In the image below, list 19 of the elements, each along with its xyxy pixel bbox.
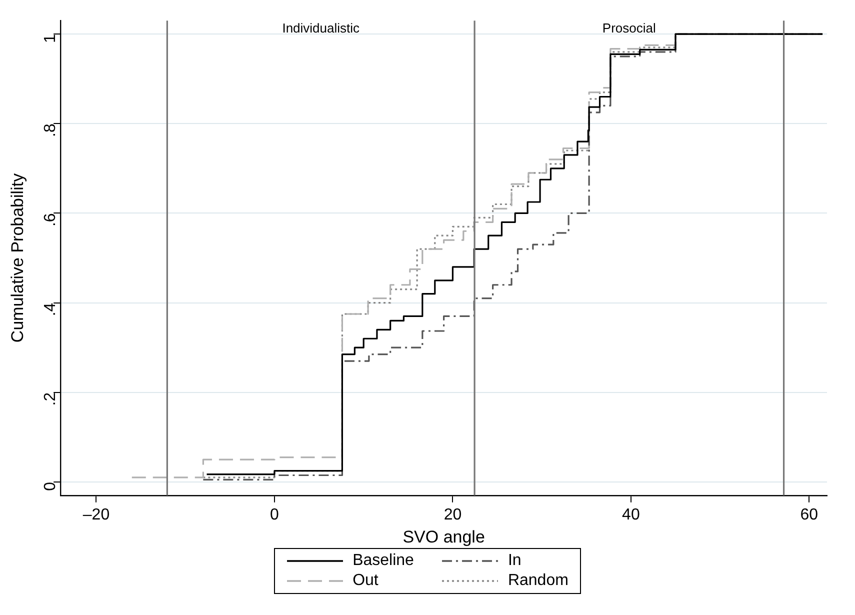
y-tick-label: .6 xyxy=(42,213,60,227)
y-tick-label: 0 xyxy=(42,482,60,491)
y-tick-label: .4 xyxy=(42,302,60,316)
legend-label: Random xyxy=(508,572,568,590)
x-tick-label: 60 xyxy=(800,506,818,524)
y-axis-title: Cumulative Probability xyxy=(8,172,27,343)
x-tick-label: –20 xyxy=(82,506,110,524)
x-tick-label: 20 xyxy=(444,506,462,524)
y-tick-label: .8 xyxy=(42,124,60,137)
legend-label: In xyxy=(508,552,522,570)
y-tick-label: .2 xyxy=(42,392,60,406)
legend-label: Baseline xyxy=(352,552,414,570)
legend-label: Out xyxy=(352,572,378,590)
annotation: Individualistic xyxy=(282,20,360,36)
x-axis-title: SVO angle xyxy=(402,527,485,546)
y-tick-label: 1 xyxy=(42,34,60,43)
annotation: Prosocial xyxy=(602,20,656,36)
x-tick-label: 40 xyxy=(622,506,640,524)
x-tick-label: 0 xyxy=(270,506,280,524)
